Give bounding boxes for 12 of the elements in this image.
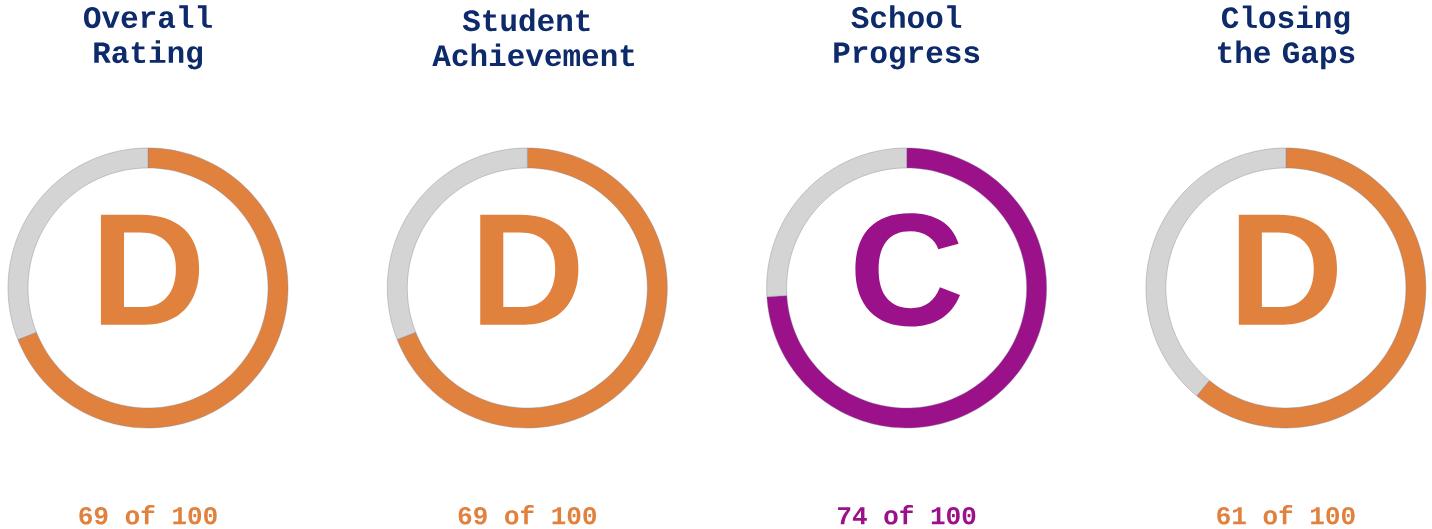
text: C bbox=[855, 213, 961, 327]
text: D bbox=[1238, 214, 1337, 325]
text: D bbox=[480, 214, 579, 325]
text: 61 of 100 bbox=[1217, 505, 1355, 525]
text: D bbox=[100, 214, 200, 325]
chart-title: Overall Rating bbox=[84, 5, 212, 70]
text: 69 of 100 bbox=[458, 505, 596, 525]
chart-title: School Progress bbox=[834, 5, 980, 70]
chart-title: Closing the Gaps bbox=[1218, 5, 1355, 70]
chart-title: Student Achievement bbox=[432, 8, 634, 67]
text: 69 of 100 bbox=[79, 505, 217, 525]
text: 74 of 100 bbox=[838, 505, 976, 525]
